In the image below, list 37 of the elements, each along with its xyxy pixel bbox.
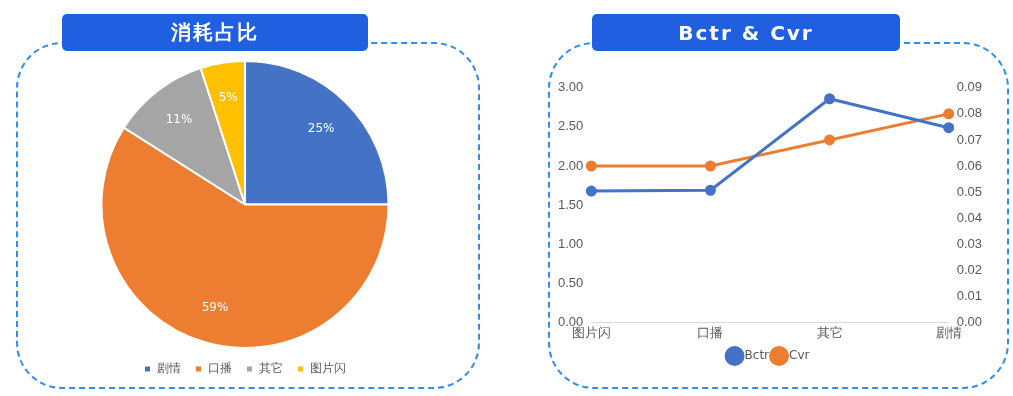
legend-label: Bctr: [744, 348, 770, 363]
y2-tick-label: 0.05: [956, 183, 983, 199]
y-tick-label: 0.50: [557, 274, 584, 290]
point: [943, 122, 955, 134]
data-label: 59%: [201, 299, 229, 314]
y2-tick-label: 0.02: [956, 261, 983, 277]
point: [943, 108, 955, 120]
legend-label: Cvr: [789, 348, 810, 363]
y2-tick-label: 0.04: [956, 209, 983, 225]
chart-title: Bctr & Cvr: [592, 14, 900, 51]
y2-tick-label: 0.01: [956, 287, 983, 303]
point: [704, 160, 716, 172]
y-tick-label: 1.50: [557, 196, 584, 212]
y-tick-label: 2.00: [557, 157, 584, 173]
y2-tick-label: 0.09: [956, 79, 983, 95]
y2-tick-label: 0.06: [956, 157, 983, 173]
legend-label: 口播: [208, 361, 232, 376]
chart-title: 消耗占比: [62, 14, 368, 51]
y2-tick-label: 0.07: [956, 131, 983, 147]
point: [704, 184, 716, 196]
y2-tick-label: 0.08: [956, 105, 983, 121]
legend-label: 其它: [259, 361, 283, 376]
y-tick-label: 2.50: [557, 118, 584, 134]
data-label: 11%: [165, 111, 193, 126]
point: [585, 160, 597, 172]
y-tick-label: 3.00: [557, 79, 584, 95]
legend-label: 剧情: [157, 361, 181, 376]
x-tick-label: 其它: [816, 324, 843, 340]
y-tick-label: 1.00: [557, 235, 584, 251]
data-label: 25%: [307, 120, 335, 135]
y2-tick-label: 0.03: [956, 235, 983, 251]
point: [585, 185, 597, 197]
legend-label: 图片闪: [310, 361, 346, 376]
point: [824, 134, 836, 146]
point: [824, 93, 836, 105]
data-label: 5%: [218, 90, 238, 105]
x-tick-label: 口播: [697, 324, 724, 340]
